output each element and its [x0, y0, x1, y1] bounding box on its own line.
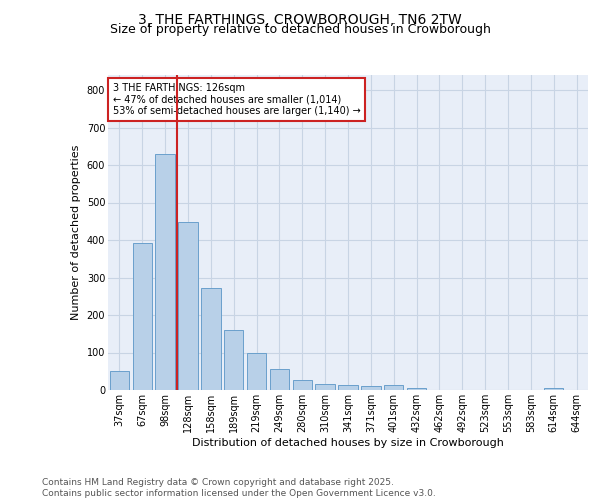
Text: Contains HM Land Registry data © Crown copyright and database right 2025.
Contai: Contains HM Land Registry data © Crown c… — [42, 478, 436, 498]
Bar — [361, 386, 380, 390]
Text: 3, THE FARTHINGS, CROWBOROUGH, TN6 2TW: 3, THE FARTHINGS, CROWBOROUGH, TN6 2TW — [138, 12, 462, 26]
Bar — [133, 242, 152, 390]
Bar — [224, 330, 244, 390]
X-axis label: Distribution of detached houses by size in Crowborough: Distribution of detached houses by size … — [192, 438, 504, 448]
Bar — [384, 385, 403, 390]
Bar — [407, 388, 426, 390]
Y-axis label: Number of detached properties: Number of detached properties — [71, 145, 81, 320]
Bar — [201, 288, 221, 390]
Bar — [316, 384, 335, 390]
Bar — [338, 385, 358, 390]
Bar — [293, 380, 312, 390]
Text: 3 THE FARTHINGS: 126sqm
← 47% of detached houses are smaller (1,014)
53% of semi: 3 THE FARTHINGS: 126sqm ← 47% of detache… — [113, 83, 361, 116]
Text: Size of property relative to detached houses in Crowborough: Size of property relative to detached ho… — [110, 22, 490, 36]
Bar — [247, 352, 266, 390]
Bar — [270, 370, 289, 390]
Bar — [110, 371, 129, 390]
Bar — [155, 154, 175, 390]
Bar — [544, 388, 563, 390]
Bar — [178, 222, 198, 390]
